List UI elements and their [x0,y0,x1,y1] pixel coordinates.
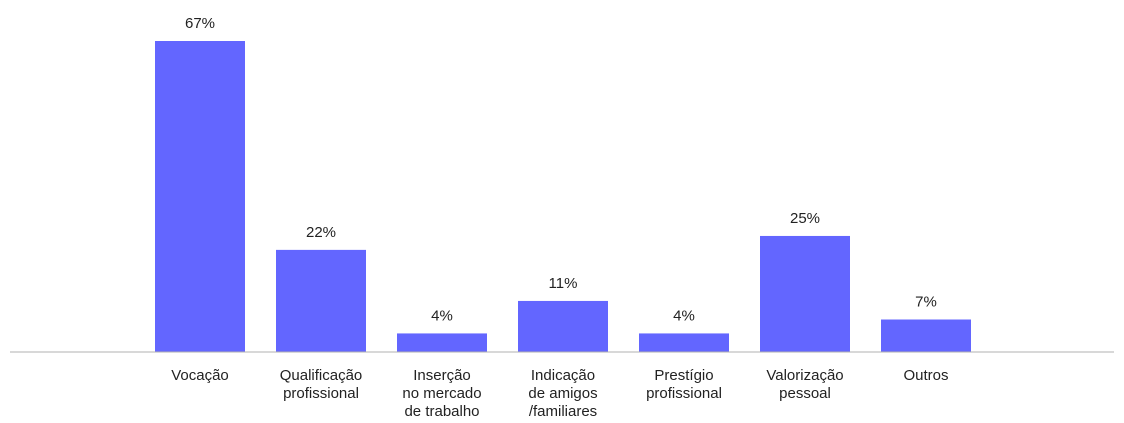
bar [518,300,608,352]
bar-value-label: 22% [306,224,336,241]
bar [397,333,487,352]
category-label-line: Inserção [413,367,471,384]
bar-value-label: 67% [185,15,215,32]
category-label-line: Vocação [171,367,229,384]
category-label-line: pessoal [779,385,831,402]
bars-group [155,41,971,352]
category-label-line: /familiares [529,403,597,420]
bar [155,41,245,352]
category-label: Prestígio profissional [646,367,722,402]
bar-value-label: 25% [790,210,820,227]
value-labels-group: 67% 22% 4% 11% 4% 25% 7% [185,15,937,324]
category-label: Outros [903,367,948,384]
bar-value-label: 4% [431,307,453,324]
category-label-line: de amigos [528,385,597,402]
category-label: Vocação [171,367,229,384]
category-label: Indicação de amigos/familiares [528,367,597,420]
bar [276,249,366,352]
category-label-line: de trabalho [404,403,479,420]
category-label-line: Valorização [766,367,843,384]
category-label-line: Qualificação [280,367,363,384]
bar-value-label: 7% [915,294,937,311]
category-label-line: profissional [283,385,359,402]
bar [760,235,850,352]
bar [881,319,971,352]
category-label-line: Prestígio [654,367,713,384]
category-label-line: no mercado [402,385,481,402]
category-label-line: profissional [646,385,722,402]
bar-value-label: 4% [673,307,695,324]
bar [639,333,729,352]
bar-value-label: 11% [549,275,578,292]
category-label: Valorização pessoal [766,367,843,402]
category-label-line: Indicação [531,367,595,384]
category-label: Qualificação profissional [280,367,363,402]
category-label-line: Outros [903,367,948,384]
category-label: Inserção no mercado de trabalho [402,367,481,420]
